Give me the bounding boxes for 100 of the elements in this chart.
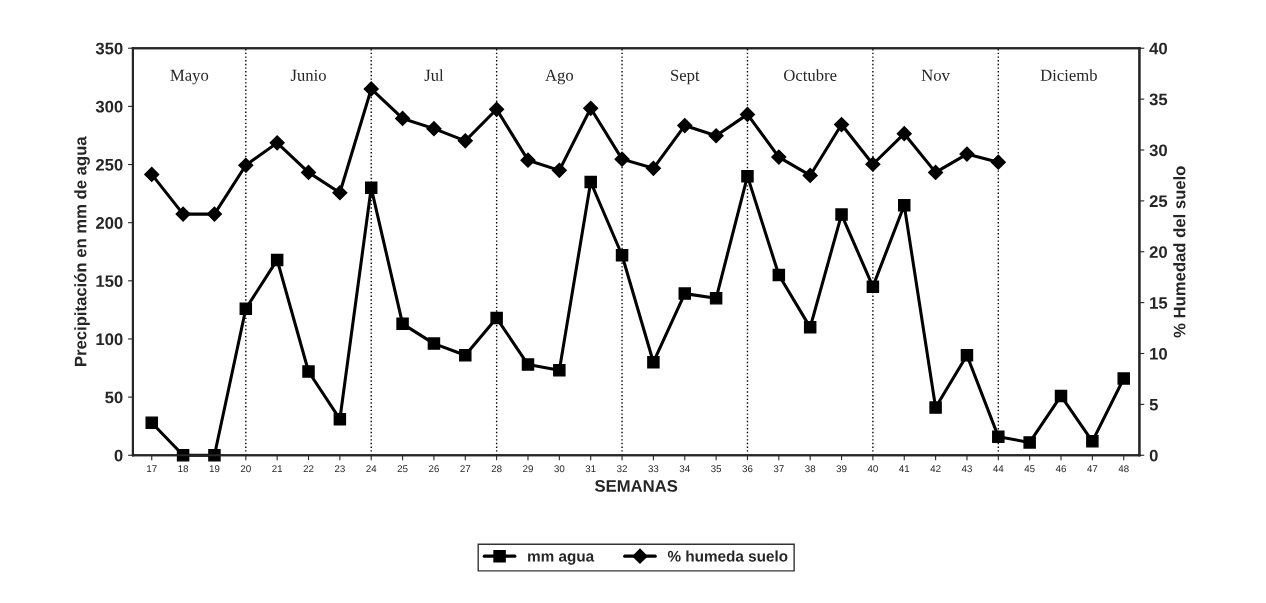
- x-tick-label: 24: [366, 465, 377, 473]
- y-tick-label: 250: [95, 158, 123, 171]
- point: [208, 449, 221, 462]
- x-tick-label: 19: [209, 465, 220, 473]
- point: [1023, 436, 1036, 449]
- point: [647, 355, 660, 369]
- point: [865, 156, 881, 172]
- point: [333, 412, 347, 426]
- point: [363, 81, 379, 97]
- y-tick-label: 350: [95, 42, 123, 55]
- y2-tick-label: 40: [1149, 42, 1167, 55]
- x-tick-label: 44: [993, 465, 1004, 473]
- annotation: Nov: [921, 69, 950, 81]
- y2-tick-label: 0: [1149, 449, 1158, 462]
- y-tick-label: 300: [95, 100, 123, 113]
- x-tick-label: 40: [867, 465, 878, 473]
- x-tick-label: 39: [836, 465, 847, 473]
- point: [897, 198, 911, 212]
- point: [459, 349, 472, 362]
- x-tick-label: 35: [711, 465, 722, 473]
- point: [396, 317, 409, 331]
- point: [176, 449, 190, 462]
- x-tick-label: 22: [303, 465, 314, 473]
- point: [1117, 372, 1130, 385]
- y2-tick-label: 10: [1150, 347, 1167, 360]
- point: [615, 248, 629, 262]
- point: [992, 430, 1005, 443]
- point: [771, 149, 787, 165]
- point: [145, 416, 158, 429]
- x-tick-label: 48: [1118, 465, 1129, 473]
- point: [928, 164, 944, 180]
- x-tick-label: 43: [961, 465, 972, 473]
- y-axis-title: Precipitación en mm de agua: [74, 136, 90, 366]
- y2-tick-label: 20: [1149, 246, 1167, 258]
- x-tick-label: 37: [773, 465, 784, 473]
- x-tick-label: 20: [240, 465, 251, 473]
- point: [583, 100, 599, 116]
- x-tick-label: 31: [585, 465, 596, 473]
- x-tick-label: 42: [930, 465, 941, 473]
- point: [489, 101, 505, 117]
- y2-tick-label: 30: [1149, 144, 1167, 157]
- annotation: Junio: [290, 69, 326, 81]
- point: [677, 118, 693, 134]
- x-tick-label: 45: [1024, 465, 1035, 473]
- x-tick-label: 21: [272, 465, 283, 473]
- point: [332, 185, 348, 201]
- y2-axis-title: % Humedad del suelo: [1173, 166, 1186, 338]
- legend-label: % humeda suelo: [667, 550, 788, 562]
- point: [521, 358, 535, 371]
- x-tick-label: 28: [491, 465, 502, 473]
- point: [269, 135, 285, 151]
- y-tick-label: 50: [105, 391, 123, 404]
- point: [175, 206, 191, 222]
- x-tick-label: 18: [178, 465, 189, 473]
- point: [144, 166, 160, 182]
- point: [990, 154, 1006, 170]
- x-tick-label: 34: [679, 465, 690, 473]
- point: [584, 175, 597, 189]
- y2-tick-label: 5: [1149, 398, 1158, 411]
- point: [960, 349, 974, 362]
- point: [741, 169, 754, 183]
- point: [553, 364, 566, 377]
- x-tick-label: 25: [397, 465, 408, 473]
- x-tick-label: 38: [805, 465, 816, 473]
- point: [959, 146, 975, 162]
- y-tick-label: 0: [114, 449, 123, 462]
- x-tick-label: 17: [147, 465, 157, 473]
- point: [866, 280, 880, 293]
- point: [239, 302, 253, 315]
- point: [302, 365, 315, 378]
- point: [1054, 389, 1068, 403]
- y2-tick-label: 25: [1149, 195, 1168, 208]
- x-tick-label: 41: [899, 465, 910, 473]
- annotation: Ago: [545, 69, 574, 85]
- point: [1086, 435, 1099, 448]
- point: [457, 133, 473, 149]
- annotation: Jul: [424, 69, 444, 81]
- x-tick-label: 30: [554, 465, 565, 473]
- x-tick-label: 46: [1055, 465, 1066, 473]
- point: [802, 167, 818, 184]
- point: [270, 253, 284, 267]
- point: [803, 321, 817, 334]
- x-axis-title: SEMANAS: [594, 480, 678, 492]
- x-tick-label: 33: [648, 465, 659, 473]
- point: [709, 292, 723, 305]
- point: [896, 126, 912, 142]
- annotation: Sept: [671, 69, 700, 85]
- point: [739, 106, 756, 122]
- x-tick-label: 29: [523, 465, 533, 473]
- y-tick-label: 200: [95, 217, 123, 229]
- point: [426, 121, 442, 137]
- point: [206, 206, 223, 222]
- x-tick-label: 26: [429, 465, 439, 473]
- y-tick-label: 100: [96, 333, 123, 346]
- legend-label: mm agua: [528, 553, 595, 565]
- point: [833, 116, 850, 133]
- point: [520, 152, 536, 168]
- point: [238, 157, 254, 173]
- annotation: Diciemb: [1040, 69, 1097, 81]
- x-tick-label: 36: [742, 465, 753, 473]
